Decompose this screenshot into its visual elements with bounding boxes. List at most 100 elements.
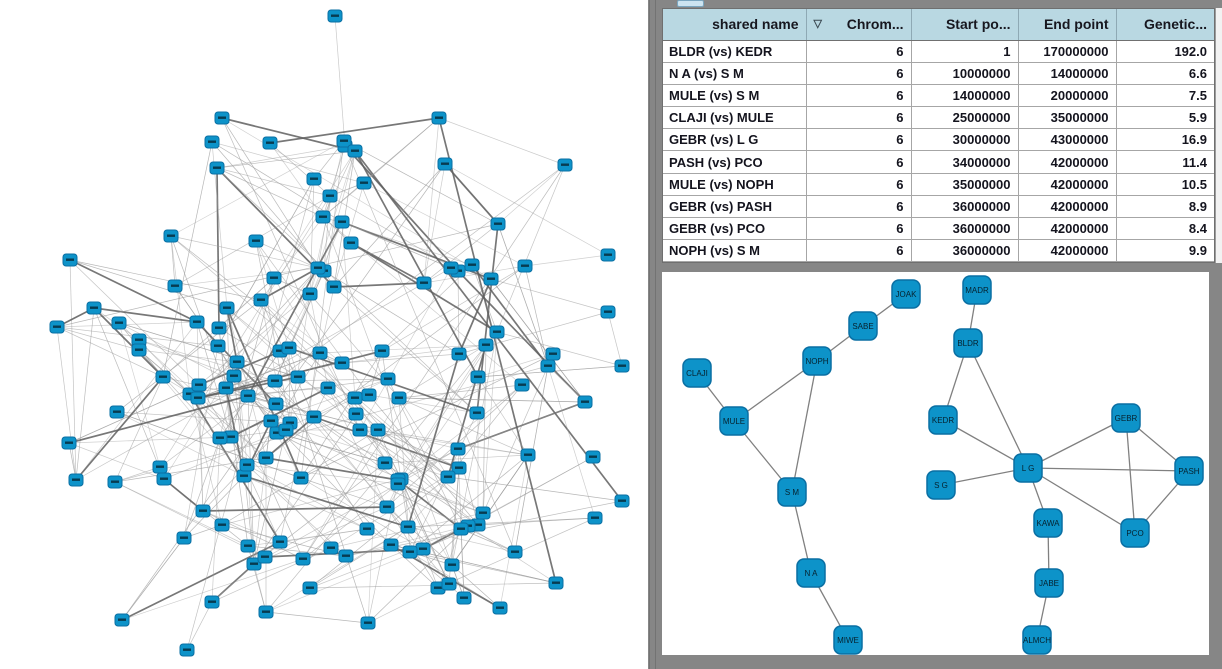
overview-node[interactable] xyxy=(327,9,343,23)
overview-node[interactable] xyxy=(338,549,354,563)
overview-node[interactable] xyxy=(253,293,269,307)
overview-node[interactable] xyxy=(111,316,127,330)
overview-node[interactable] xyxy=(176,531,192,545)
table-cell[interactable]: 14000000 xyxy=(910,83,1019,108)
overview-node[interactable] xyxy=(218,381,234,395)
overview-node[interactable] xyxy=(600,248,616,262)
overview-node[interactable] xyxy=(517,259,533,273)
overview-node[interactable] xyxy=(239,458,255,472)
overview-node[interactable] xyxy=(348,407,364,421)
table-cell[interactable]: 6 xyxy=(805,239,912,262)
overview-node[interactable] xyxy=(226,369,242,383)
detail-node-miwe[interactable]: MIWE xyxy=(833,625,863,655)
overview-node[interactable] xyxy=(614,359,630,373)
overview-node[interactable] xyxy=(391,391,407,405)
table-cell[interactable]: 6 xyxy=(805,194,912,219)
overview-node[interactable] xyxy=(236,469,252,483)
panel-splitter[interactable] xyxy=(655,0,656,669)
overview-node[interactable] xyxy=(214,518,230,532)
overview-node[interactable] xyxy=(347,144,363,158)
overview-node[interactable] xyxy=(152,460,168,474)
table-row[interactable]: GEBR (vs) PASH 6 36000000 42000000 8.9 xyxy=(663,194,1214,219)
overview-node[interactable] xyxy=(281,341,297,355)
table-cell[interactable]: NOPH (vs) S M xyxy=(663,239,807,262)
overview-node[interactable] xyxy=(312,346,328,360)
overview-node[interactable] xyxy=(295,552,311,566)
overview-node[interactable] xyxy=(464,258,480,272)
table-cell[interactable]: N A (vs) S M xyxy=(663,61,807,85)
overview-node[interactable] xyxy=(453,522,469,536)
table-cell[interactable]: 6 xyxy=(805,128,912,152)
table-row[interactable]: MULE (vs) S M 6 14000000 20000000 7.5 xyxy=(663,83,1214,108)
table-cell[interactable]: 20000000 xyxy=(1017,83,1117,108)
overview-node[interactable] xyxy=(370,423,386,437)
overview-node[interactable] xyxy=(326,280,342,294)
overview-node[interactable] xyxy=(266,271,282,285)
overview-node[interactable] xyxy=(478,338,494,352)
overview-node[interactable] xyxy=(189,315,205,329)
overview-node[interactable] xyxy=(383,538,399,552)
overview-node[interactable] xyxy=(293,471,309,485)
overview-node[interactable] xyxy=(577,395,593,409)
overview-node[interactable] xyxy=(374,344,390,358)
detail-node-l-g[interactable]: L G xyxy=(1013,453,1043,483)
overview-node[interactable] xyxy=(507,545,523,559)
table-cell[interactable]: 8.9 xyxy=(1115,194,1214,219)
detail-edge-GEBR-PCO[interactable] xyxy=(1125,417,1136,534)
overview-node[interactable] xyxy=(204,135,220,149)
table-cell[interactable]: 42000000 xyxy=(1017,150,1117,174)
table-cell[interactable]: 36000000 xyxy=(910,239,1019,262)
detail-node-joak[interactable]: JOAK xyxy=(891,279,921,309)
table-cell[interactable]: 42000000 xyxy=(1017,216,1117,241)
overview-node[interactable] xyxy=(191,378,207,392)
overview-node[interactable] xyxy=(415,542,431,556)
table-cell[interactable]: 36000000 xyxy=(910,216,1019,241)
table-cell[interactable]: 42000000 xyxy=(1017,194,1117,219)
detail-node-kedr[interactable]: KEDR xyxy=(928,405,958,435)
overview-node[interactable] xyxy=(306,410,322,424)
overview-node[interactable] xyxy=(361,388,377,402)
overview-node[interactable] xyxy=(302,287,318,301)
table-cell[interactable]: 1 xyxy=(910,39,1019,63)
table-cell[interactable]: 25000000 xyxy=(910,106,1019,130)
overview-node[interactable] xyxy=(263,414,279,428)
column-header-genetic[interactable]: Genetic... xyxy=(1115,9,1214,41)
detail-node-jabe[interactable]: JABE xyxy=(1034,568,1064,598)
table-cell[interactable]: 6 xyxy=(805,61,912,85)
detail-node-n-a[interactable]: N A xyxy=(796,558,826,588)
column-header-shared-name[interactable]: shared name xyxy=(663,9,807,41)
detail-node-gebr[interactable]: GEBR xyxy=(1111,403,1141,433)
overview-node[interactable] xyxy=(440,470,456,484)
table-cell[interactable]: 35000000 xyxy=(910,172,1019,196)
table-cell[interactable]: 6 xyxy=(805,172,912,196)
table-cell[interactable]: MULE (vs) NOPH xyxy=(663,172,807,196)
overview-node[interactable] xyxy=(68,473,84,487)
overview-node[interactable] xyxy=(214,111,230,125)
detail-node-pash[interactable]: PASH xyxy=(1174,456,1204,486)
detail-edge-BLDR-L G[interactable] xyxy=(967,342,1029,469)
overview-node[interactable] xyxy=(475,506,491,520)
overview-node[interactable] xyxy=(359,522,375,536)
table-cell[interactable]: 10.5 xyxy=(1115,172,1214,196)
overview-node[interactable] xyxy=(360,616,376,630)
scrollbar-track[interactable] xyxy=(1215,8,1222,263)
table-cell[interactable]: GEBR (vs) PASH xyxy=(663,194,807,219)
table-cell[interactable]: 170000000 xyxy=(1017,39,1117,63)
overview-node[interactable] xyxy=(548,576,564,590)
table-cell[interactable]: 35000000 xyxy=(1017,106,1117,130)
overview-node[interactable] xyxy=(131,333,147,347)
network-overview-canvas[interactable] xyxy=(0,0,648,669)
detail-node-pco[interactable]: PCO xyxy=(1120,518,1150,548)
overview-node[interactable] xyxy=(179,643,195,657)
network-detail-canvas[interactable]: CLAJI MULE NOPH SABE JOAK S M N A MIWE MADR BLDR K… xyxy=(662,272,1209,655)
table-cell[interactable]: 42000000 xyxy=(1017,239,1117,262)
overview-node[interactable] xyxy=(190,391,206,405)
overview-node[interactable] xyxy=(540,359,556,373)
panel-splitter[interactable] xyxy=(649,0,650,669)
table-cell[interactable]: 16.9 xyxy=(1115,128,1214,152)
column-header-chrom[interactable]: ▽ Chrom... xyxy=(805,9,912,41)
overview-node[interactable] xyxy=(61,436,77,450)
overview-node[interactable] xyxy=(240,389,256,403)
overview-node[interactable] xyxy=(400,520,416,534)
overview-node[interactable] xyxy=(520,448,536,462)
